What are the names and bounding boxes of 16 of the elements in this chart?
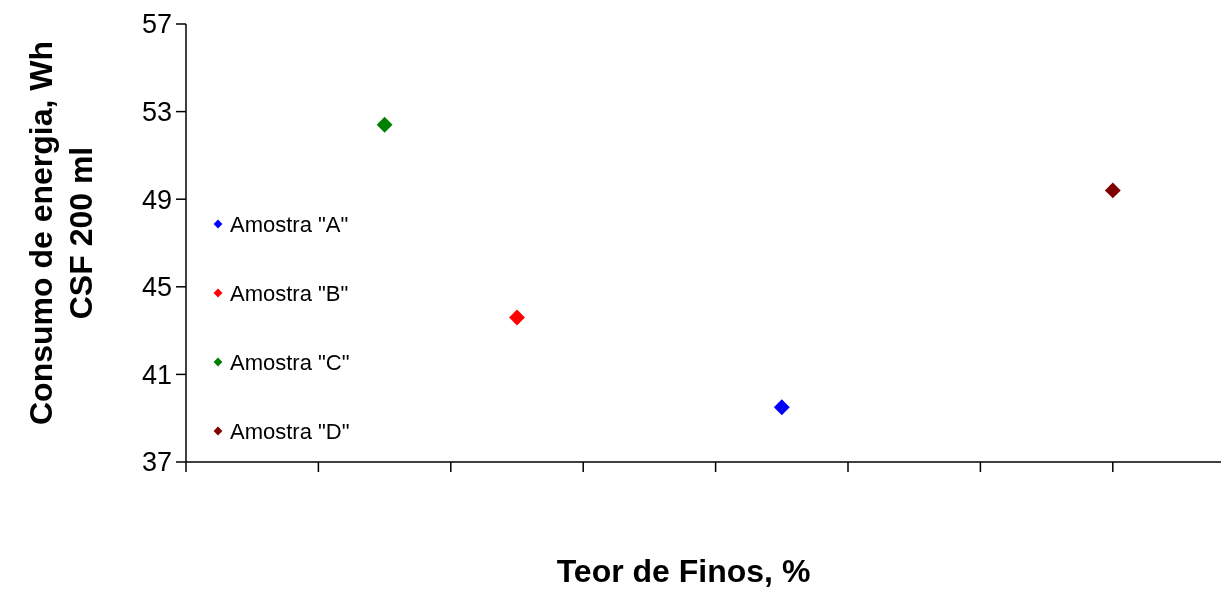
- point: [1104, 182, 1121, 199]
- legend-label: Amostra "D": [230, 418, 350, 444]
- point: [773, 399, 790, 416]
- point: [509, 309, 525, 326]
- legend-label: Amostra "A": [230, 211, 349, 237]
- y-axis-title: Consumo de energia, Wh CSF 200 ml: [23, 40, 99, 426]
- y-tick-label: 49: [141, 184, 172, 215]
- y-tick-label: 41: [141, 359, 172, 390]
- x-axis-title: Teor de Finos, %: [556, 553, 811, 589]
- y-tick-label: 57: [141, 9, 172, 40]
- legend-label: Amostra "B": [230, 280, 349, 306]
- point: [376, 116, 393, 133]
- y-tick-label: 37: [141, 447, 172, 478]
- y-tick-label: 45: [141, 272, 172, 303]
- legend-label: Amostra "C": [230, 349, 350, 375]
- y-tick-label: 53: [141, 97, 172, 128]
